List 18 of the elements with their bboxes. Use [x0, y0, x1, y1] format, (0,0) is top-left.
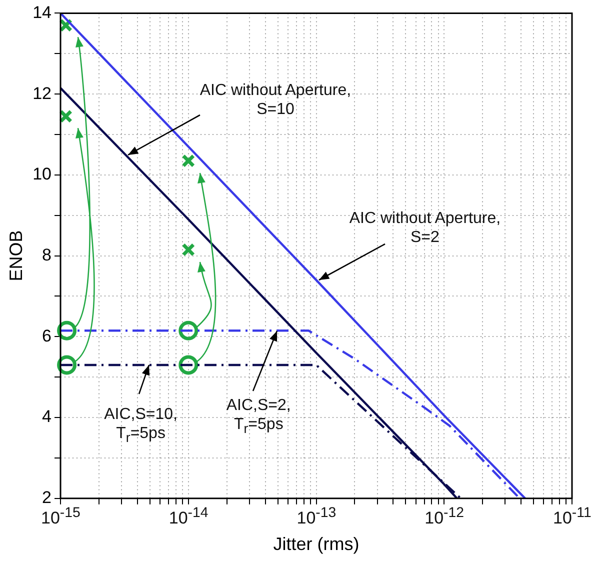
annotation: AIC,S=10, T$_{r}$=5ps: [103, 404, 178, 448]
y-tick-label: 8: [42, 245, 52, 264]
annotation: AIC without Aperture, S=10: [198, 80, 352, 119]
x-tick-label: 10$^{-14}$: [168, 504, 208, 528]
y-tick-label: 12: [32, 84, 52, 103]
y-tick-label: 6: [42, 326, 52, 346]
x-tick-label: 10$^{-11}$: [553, 504, 592, 528]
y-tick-label: 14: [32, 2, 52, 22]
x-tick-label: 10$^{-15}$: [41, 505, 80, 528]
x-tick-label: 10$^{-13}$: [296, 504, 336, 528]
x-tick-label: 10$^{-12}$: [424, 504, 464, 528]
y-axis-title: ENOB: [6, 230, 26, 282]
y-tick-label: 2: [42, 488, 52, 508]
x-axis-title: Jitter (rms): [273, 534, 360, 554]
y-tick-label: 4: [42, 407, 52, 426]
annotation: AIC without Aperture, S=2: [348, 209, 502, 248]
y-tick-label: 10: [32, 164, 52, 184]
annotation: AIC,S=2, T$_{r}$=5ps: [225, 396, 292, 438]
